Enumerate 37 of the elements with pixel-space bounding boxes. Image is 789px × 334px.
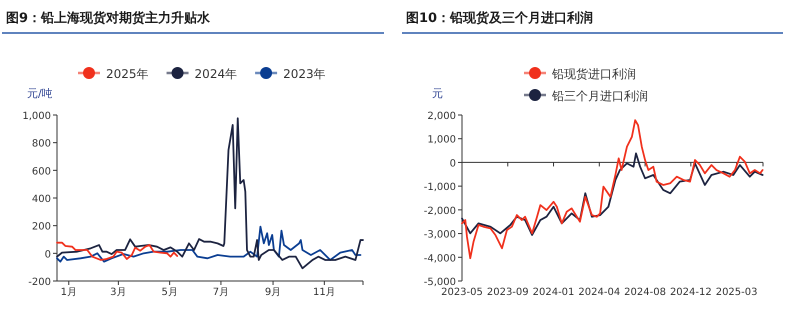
y-tick-label: -5,000 [424, 277, 456, 288]
legend-label: 铅三个月进口利润 [551, 89, 648, 103]
legend-label: 铅现货进口利润 [551, 67, 636, 81]
x-tick-label: 3月 [110, 287, 127, 298]
y-tick-label: 800 [32, 138, 51, 150]
y-tick-label: 1,000 [427, 134, 456, 146]
y-tick-label: 200 [32, 222, 51, 233]
x-tick-label: 11月 [312, 287, 336, 298]
x-tick-label: 2024-08 [624, 287, 666, 298]
y-axis-title: 元/吨 [27, 87, 53, 100]
chart-title: 图10：铅现货及三个月进口利润 [406, 10, 594, 26]
x-tick-label: 2024-04 [578, 287, 620, 298]
y-tick-label: 600 [32, 166, 51, 178]
y-tick-label: 400 [32, 194, 51, 205]
x-tick-label: 2023-05 [441, 287, 483, 298]
legend-label: 2025年 [106, 67, 149, 81]
y-tick-label: 2,000 [427, 111, 456, 122]
legend-label: 2023年 [283, 67, 326, 81]
chart-title: 图9：铅上海现货对期货主力升贴水 [6, 10, 212, 26]
x-tick-label: 5月 [161, 287, 178, 298]
x-tick-label: 2024-01 [532, 287, 574, 298]
legend-label: 2024年 [194, 67, 238, 81]
x-tick-label: 7月 [212, 287, 230, 298]
y-axis-title: 元 [432, 87, 443, 100]
y-tick-label: 0 [450, 158, 456, 170]
y-tick-label: -4,000 [424, 253, 456, 264]
y-tick-label: -3,000 [424, 230, 456, 241]
x-tick-label: 1月 [60, 287, 77, 298]
y-tick-label: -1,000 [424, 182, 456, 194]
x-tick-label: 9月 [264, 287, 282, 298]
y-tick-label: 1,000 [22, 111, 51, 122]
y-tick-label: -2,000 [424, 206, 456, 217]
x-tick-label: 2024-12 [670, 287, 712, 298]
y-tick-label: -200 [28, 277, 51, 288]
x-tick-label: 2025-03 [716, 287, 758, 298]
y-tick-label: 0 [44, 249, 51, 260]
x-tick-label: 2023-09 [486, 287, 529, 298]
